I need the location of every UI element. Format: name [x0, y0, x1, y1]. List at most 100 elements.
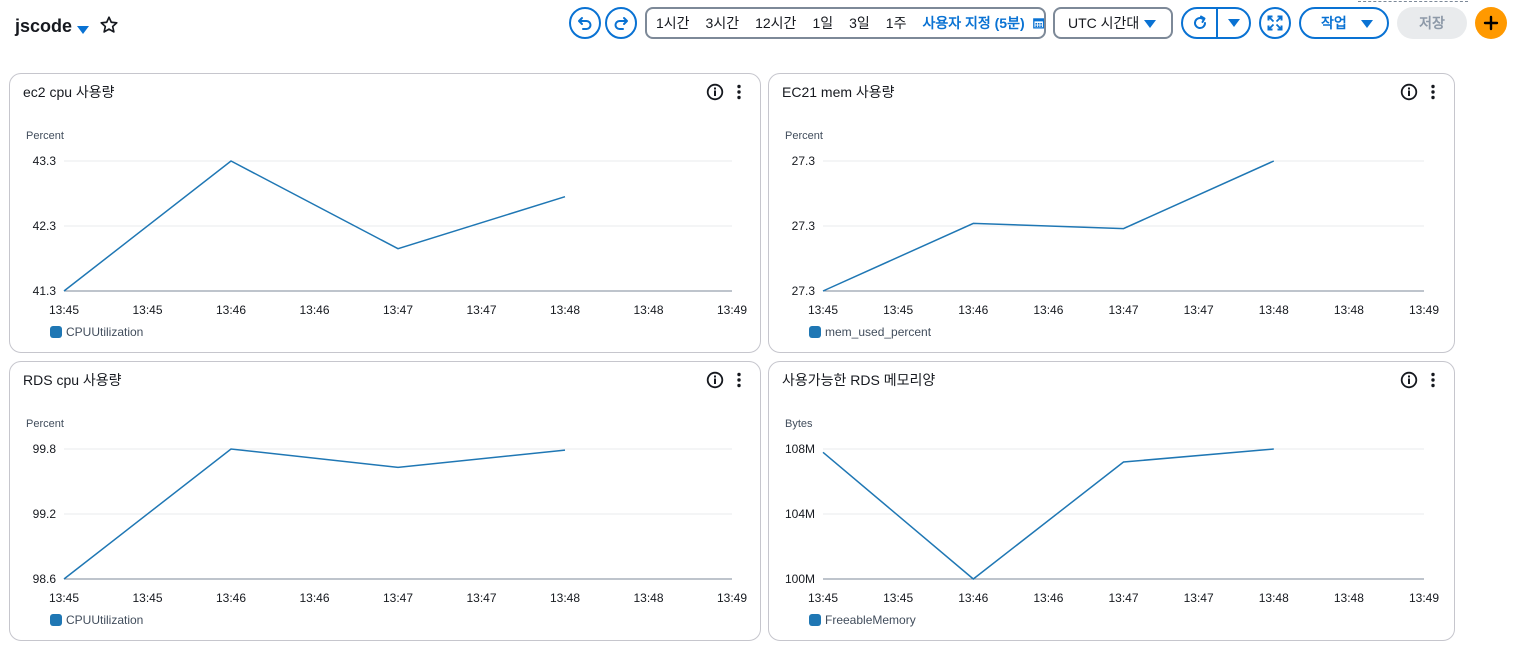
x-tick-label: 13:48 — [1334, 303, 1364, 317]
line-chart: Percent 99.8 99.2 98.6 13:45 13:45 13:46 13:46 1… — [26, 418, 747, 627]
line-chart: Percent 43.3 42.3 41.3 13:45 13:45 13:46 13:46 1… — [26, 130, 747, 339]
info-icon[interactable] — [706, 83, 724, 101]
series-line[interactable] — [63, 448, 566, 580]
legend-swatch[interactable] — [50, 614, 62, 626]
x-tick-label: 13:45 — [132, 591, 162, 605]
undo-button[interactable] — [569, 7, 601, 39]
range-1w[interactable]: 1주 — [885, 15, 907, 31]
x-tick-label: 13:45 — [49, 303, 79, 317]
refresh-icon — [1193, 15, 1206, 29]
x-tick-label: 13:45 — [49, 591, 79, 605]
y-axis-unit-label: Percent — [785, 130, 823, 142]
info-icon[interactable] — [706, 371, 724, 389]
x-tick-label: 13:45 — [808, 591, 838, 605]
timezone-label: UTC 시간대 — [1068, 15, 1140, 31]
y-tick-label: 43.3 — [33, 154, 57, 168]
refresh-interval-dropdown[interactable] — [1218, 9, 1249, 37]
legend-swatch[interactable] — [809, 326, 821, 338]
x-tick-label: 13:46 — [216, 303, 246, 317]
series-line[interactable] — [822, 160, 1275, 292]
x-tick-label: 13:48 — [633, 591, 663, 605]
redo-button[interactable] — [605, 7, 637, 39]
y-axis-unit-label: Bytes — [785, 418, 813, 430]
range-3d[interactable]: 3일 — [849, 15, 870, 31]
range-12h[interactable]: 12시간 — [755, 15, 797, 31]
x-tick-label: 13:49 — [1409, 591, 1439, 605]
legend-label[interactable]: mem_used_percent — [825, 325, 932, 339]
y-tick-label: 99.8 — [33, 442, 57, 456]
fullscreen-button[interactable] — [1259, 7, 1291, 39]
x-tick-label: 13:45 — [132, 303, 162, 317]
x-tick-label: 13:45 — [808, 303, 838, 317]
chevron-down-icon — [1227, 19, 1240, 27]
divider — [1358, 1, 1468, 2]
range-custom[interactable]: 사용자 지정 (5분) — [922, 15, 1025, 31]
x-tick-label: 13:48 — [550, 303, 580, 317]
legend-label[interactable]: FreeableMemory — [825, 613, 916, 627]
add-widget-button[interactable] — [1475, 7, 1507, 39]
y-axis-unit-label: Percent — [26, 130, 64, 142]
calendar-icon[interactable] — [1032, 16, 1044, 30]
range-1h[interactable]: 1시간 — [656, 15, 690, 31]
chevron-down-icon — [1144, 20, 1156, 28]
actions-button[interactable]: 작업 — [1299, 7, 1389, 39]
actions-label: 작업 — [1321, 15, 1347, 31]
series-line[interactable] — [63, 160, 566, 292]
x-tick-label: 13:46 — [958, 303, 988, 317]
undo-icon — [578, 17, 592, 30]
refresh-control — [1181, 7, 1251, 39]
widget-title: 사용가능한 RDS 메모리양 — [782, 372, 936, 388]
range-3h[interactable]: 3시간 — [705, 15, 740, 31]
x-tick-label: 13:48 — [633, 303, 663, 317]
more-options-icon[interactable] — [730, 371, 748, 389]
widget-title: ec2 cpu 사용량 — [23, 84, 115, 100]
time-range-selector: 1시간 3시간 12시간 1일 3일 1주 사용자 지정 (5분) — [645, 7, 1046, 39]
x-tick-label: 13:49 — [717, 591, 747, 605]
widget-title: EC21 mem 사용량 — [782, 84, 895, 100]
y-tick-label: 99.2 — [33, 507, 57, 521]
x-tick-label: 13:46 — [299, 303, 329, 317]
widget-rds-cpu[interactable]: RDS cpu 사용량 Percent 99.8 99.2 98.6 13:45 13:4… — [9, 361, 761, 641]
x-tick-label: 13:46 — [958, 591, 988, 605]
dashboard-header: jscode 1시간 3시간 12시간 1일 3일 1주 사용자 지정 (5분)… — [0, 0, 1517, 60]
x-tick-label: 13:49 — [717, 303, 747, 317]
legend-label[interactable]: CPUUtilization — [66, 613, 143, 627]
legend-label[interactable]: CPUUtilization — [66, 325, 143, 339]
favorite-star-icon[interactable] — [98, 14, 120, 36]
range-1d[interactable]: 1일 — [812, 15, 834, 31]
series-line[interactable] — [822, 448, 1274, 580]
y-tick-label: 27.3 — [792, 154, 816, 168]
timezone-select[interactable]: UTC 시간대 — [1053, 7, 1173, 39]
x-tick-label: 13:48 — [550, 591, 580, 605]
refresh-button[interactable] — [1183, 9, 1218, 37]
y-axis-unit-label: Percent — [26, 418, 64, 430]
x-tick-label: 13:46 — [299, 591, 329, 605]
dashboard-switch-caret-icon[interactable] — [77, 26, 89, 34]
widget-rds-freeable-memory[interactable]: 사용가능한 RDS 메모리양 Bytes 108M 104M 100M 13:45 13:… — [768, 361, 1455, 641]
x-tick-label: 13:47 — [1184, 303, 1214, 317]
expand-icon — [1267, 15, 1283, 31]
line-chart: Percent 27.3 27.3 27.3 13:45 13:45 13:46 13:46 1… — [785, 130, 1439, 339]
more-options-icon[interactable] — [1424, 83, 1442, 101]
save-button[interactable]: 저장 — [1397, 7, 1467, 39]
widget-ec21-mem[interactable]: EC21 mem 사용량 Percent 27.3 27.3 27.3 13:45 13:… — [768, 73, 1455, 353]
widget-title: RDS cpu 사용량 — [23, 372, 122, 388]
info-icon[interactable] — [1400, 83, 1418, 101]
line-chart: Bytes 108M 104M 100M 13:45 13:45 13:46 13:46 13:… — [785, 418, 1439, 627]
redo-icon — [614, 17, 628, 30]
plus-icon — [1483, 15, 1499, 31]
more-options-icon[interactable] — [1424, 371, 1442, 389]
y-tick-label: 42.3 — [33, 219, 57, 233]
x-tick-label: 13:46 — [216, 591, 246, 605]
x-tick-label: 13:47 — [466, 303, 496, 317]
widget-ec2-cpu[interactable]: ec2 cpu 사용량 Percent 43.3 42.3 41.3 13:45 13:4… — [9, 73, 761, 353]
more-options-icon[interactable] — [730, 83, 748, 101]
x-tick-label: 13:45 — [883, 591, 913, 605]
x-tick-label: 13:47 — [383, 303, 413, 317]
x-tick-label: 13:47 — [1108, 303, 1138, 317]
info-icon[interactable] — [1400, 371, 1418, 389]
x-tick-label: 13:48 — [1259, 303, 1289, 317]
legend-swatch[interactable] — [809, 614, 821, 626]
y-tick-label: 100M — [785, 572, 815, 586]
legend-swatch[interactable] — [50, 326, 62, 338]
